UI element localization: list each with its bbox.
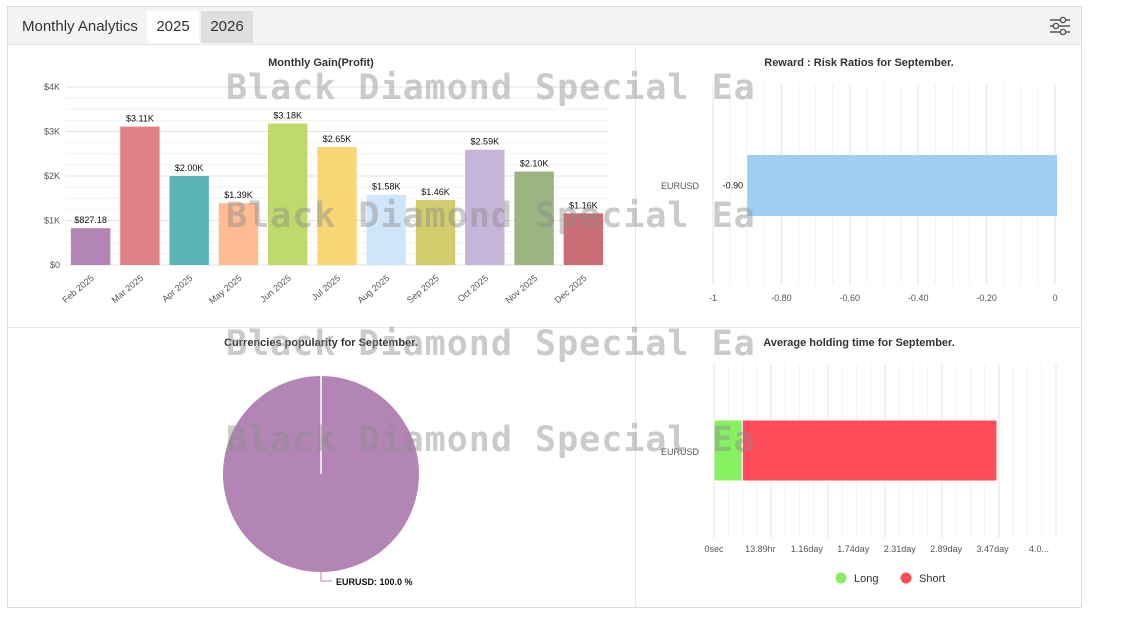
hold-category-label: EURUSD <box>661 447 700 457</box>
gain-data-label: $2.10K <box>520 159 549 169</box>
legend-short-marker[interactable] <box>900 572 912 584</box>
risk-data-label: -0.90 <box>723 181 744 191</box>
panel-header: Monthly Analytics 2025 2026 <box>8 7 1081 45</box>
panel-title: Monthly Analytics <box>22 18 138 35</box>
hold-x-tick: 4.0... <box>1029 544 1049 554</box>
reward-risk-chart: Reward : Risk Ratios for September. -0.9… <box>661 57 1058 303</box>
gain-x-tick: Nov 2025 <box>503 273 539 305</box>
gain-x-tick: Jul 2025 <box>310 273 342 303</box>
gain-x-tick: Mar 2025 <box>110 273 146 305</box>
hold-x-tick: 0sec <box>704 544 724 554</box>
gain-y-tick: $3K <box>44 127 60 137</box>
gain-data-label: $3.11K <box>126 114 154 124</box>
hold-x-tick: 13.89hr <box>745 544 776 554</box>
monthly-gain-title: Monthly Gain(Profit) <box>268 57 374 69</box>
holding-time-legend: Long Short <box>835 572 945 585</box>
gain-y-tick: $0 <box>50 260 60 270</box>
monthly-analytics-panel: Monthly Analytics 2025 2026 <box>7 6 1082 608</box>
currencies-popularity-title: Currencies popularity for September. <box>224 337 418 349</box>
gain-x-tick: May 2025 <box>207 273 244 306</box>
gain-bar[interactable] <box>514 171 554 265</box>
gain-y-tick: $1K <box>44 216 60 226</box>
pie-label-leader <box>320 572 332 582</box>
gain-x-tick: Dec 2025 <box>553 273 589 305</box>
gain-data-label: $1.46K <box>421 187 450 197</box>
gain-bar[interactable] <box>563 213 604 265</box>
risk-x-tick: -0.80 <box>771 293 792 303</box>
hold-x-tick: 1.74day <box>837 544 870 554</box>
holding-time-chart: Average holding time for September. 0sec… <box>661 337 1057 585</box>
gain-bar[interactable] <box>169 176 209 265</box>
gain-bar[interactable] <box>218 203 259 265</box>
risk-x-tick: -0.20 <box>976 293 997 303</box>
hold-x-tick: 3.47day <box>977 544 1010 554</box>
gain-data-label: $2.59K <box>471 137 500 147</box>
risk-x-tick: -0.40 <box>908 293 929 303</box>
legend-long-marker[interactable] <box>835 572 847 584</box>
gain-data-label: $827.18 <box>74 215 107 225</box>
gain-bar[interactable] <box>268 123 308 266</box>
risk-category-label: EURUSD <box>661 181 700 191</box>
gain-data-label: $1.16K <box>569 200 598 210</box>
gain-data-label: $1.39K <box>224 190 253 200</box>
monthly-gain-chart: Monthly Gain(Profit) $0 $1K $2K $3K $4K $827… <box>44 57 608 306</box>
sliders-icon[interactable] <box>1048 15 1072 37</box>
gain-bar[interactable] <box>465 149 505 265</box>
risk-bar[interactable] <box>747 155 1057 216</box>
gain-data-label: $2.00K <box>175 163 204 173</box>
hold-x-tick: 2.89day <box>930 544 963 554</box>
gain-data-label: $1.58K <box>372 182 401 192</box>
gain-x-tick: Jun 2025 <box>258 273 293 304</box>
gain-x-tick: Feb 2025 <box>60 273 96 305</box>
legend-short-label[interactable]: Short <box>919 573 945 585</box>
hold-x-tick: 2.31day <box>884 544 917 554</box>
gain-x-tick: Aug 2025 <box>356 273 392 305</box>
legend-long-label[interactable]: Long <box>854 573 878 585</box>
gain-bar[interactable] <box>415 200 456 265</box>
pie-data-label: EURUSD: 100.0 % <box>336 577 413 587</box>
gain-data-label: $3.18K <box>273 110 302 120</box>
tab-2026[interactable]: 2026 <box>201 11 253 43</box>
gain-x-tick: Sep 2025 <box>405 273 441 305</box>
gain-bar[interactable] <box>70 228 111 265</box>
hold-x-tick: 1.16day <box>791 544 824 554</box>
holding-time-title: Average holding time for September. <box>763 337 955 349</box>
risk-x-tick: -1 <box>709 293 717 303</box>
gain-bar[interactable] <box>317 147 357 265</box>
risk-x-tick: 0 <box>1052 293 1057 303</box>
gain-x-tick: Oct 2025 <box>456 273 490 304</box>
gain-data-label: $2.65K <box>323 134 352 144</box>
gain-y-tick: $2K <box>44 171 60 181</box>
risk-x-tick: -0.60 <box>840 293 861 303</box>
hold-bar-long[interactable] <box>713 419 743 482</box>
currencies-popularity-chart: Currencies popularity for September. EUR… <box>223 337 419 587</box>
hold-bar-short[interactable] <box>741 419 998 482</box>
gain-y-tick: $4K <box>44 82 60 92</box>
horizontal-divider <box>8 327 1081 328</box>
tab-2025[interactable]: 2025 <box>147 11 199 43</box>
gain-bar[interactable] <box>366 194 406 265</box>
gain-bar[interactable] <box>120 126 160 265</box>
gain-x-tick: Apr 2025 <box>160 273 194 304</box>
reward-risk-title: Reward : Risk Ratios for September. <box>764 57 954 69</box>
